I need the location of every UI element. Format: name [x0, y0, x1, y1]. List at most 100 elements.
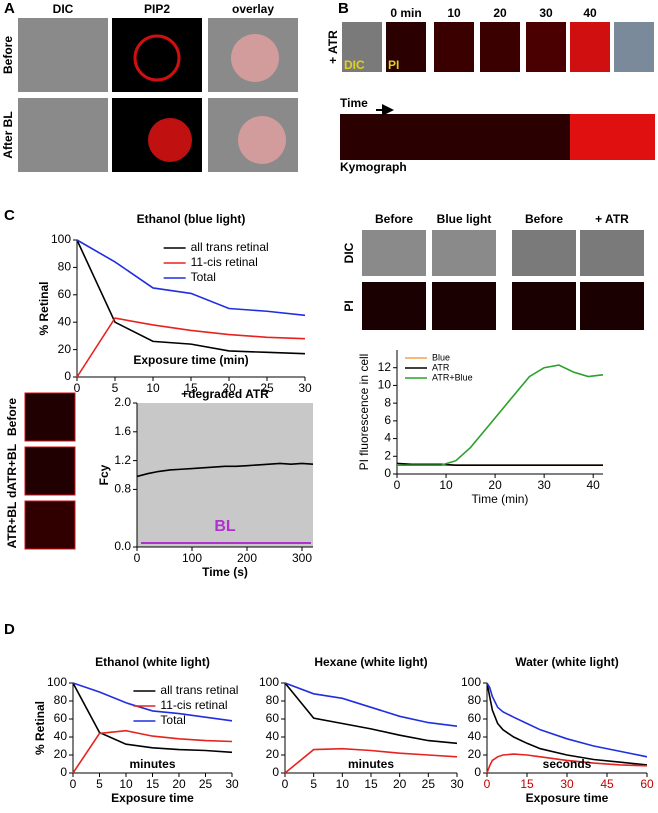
y-tick-label: 12 — [378, 360, 392, 374]
x-tick-label: 20 — [393, 777, 407, 791]
x-tick-label: 0 — [394, 478, 401, 492]
x-tick-label: 10 — [439, 478, 453, 492]
chart-title: Ethanol (white light) — [95, 655, 210, 669]
column-label: + ATR — [595, 212, 629, 226]
x-tick-label: 200 — [237, 551, 257, 565]
x-axis-label: Exposure time (min) — [133, 353, 248, 367]
time-label: 20 — [493, 6, 507, 20]
y-tick-label: 40 — [58, 314, 72, 328]
y-tick-label: 40 — [266, 729, 280, 743]
x-tick-label: 0 — [74, 381, 81, 395]
image — [580, 282, 644, 330]
x-axis-label: Time (min) — [472, 492, 529, 506]
y-tick-label: 8 — [384, 395, 391, 409]
line — [284, 747, 458, 774]
line — [136, 462, 314, 478]
y-tick-label: 0 — [272, 765, 279, 779]
image-label: PI — [388, 58, 399, 72]
legend-label: Total — [191, 270, 216, 284]
axis-label: Kymograph — [340, 160, 407, 174]
y-tick-label: 2.0 — [114, 395, 131, 409]
column-label: Before — [525, 212, 563, 226]
image — [24, 392, 76, 442]
x-tick-label: 15 — [364, 777, 378, 791]
y-tick-label: 2 — [384, 448, 391, 462]
row-label: ATR+BL — [5, 502, 19, 549]
x-tick-label: 20 — [172, 777, 186, 791]
line — [72, 729, 233, 774]
row-label: DIC — [342, 242, 356, 263]
y-tick-label: 40 — [54, 729, 68, 743]
y-tick-label: 6 — [384, 413, 391, 427]
y-tick-label: 0 — [384, 466, 391, 480]
row-label: PI — [342, 300, 356, 311]
y-axis-label: PI fluorescence in cell — [357, 354, 371, 471]
x-tick-label: 100 — [182, 551, 202, 565]
y-tick-label: 100 — [259, 675, 279, 689]
x-tick-label: 300 — [292, 551, 312, 565]
y-tick-label: 0 — [474, 765, 481, 779]
y-tick-label: 0 — [64, 369, 71, 383]
x-tick-label: 0 — [282, 777, 289, 791]
line — [397, 364, 604, 466]
legend-label: Total — [160, 713, 185, 727]
legend-label: all trans retinal — [191, 240, 269, 254]
x-tick-label: 5 — [112, 381, 119, 395]
axis-label: Time — [340, 96, 368, 110]
annotation: minutes — [348, 757, 394, 771]
x-tick-label: 20 — [488, 478, 502, 492]
y-tick-label: 0.0 — [114, 539, 131, 553]
column-label: DIC — [53, 2, 74, 16]
y-tick-label: 0.8 — [114, 482, 131, 496]
y-tick-label: 0 — [60, 765, 67, 779]
image — [24, 500, 76, 550]
y-tick-label: 80 — [266, 693, 280, 707]
image — [570, 22, 610, 72]
column-label: Blue light — [437, 212, 492, 226]
panel-label: D — [4, 621, 15, 638]
time-label: 40 — [583, 6, 597, 20]
annotation: BL — [214, 518, 236, 535]
image — [24, 446, 76, 496]
x-tick-label: 30 — [537, 478, 551, 492]
y-tick-label: 60 — [266, 711, 280, 725]
legend-label: all trans retinal — [160, 683, 238, 697]
image — [342, 22, 382, 72]
panel-label: C — [4, 207, 15, 224]
y-tick-label: 80 — [54, 693, 68, 707]
x-tick-label: 15 — [146, 777, 160, 791]
panel-label: B — [338, 0, 349, 17]
chart-title: +degraded ATR — [181, 387, 269, 401]
x-tick-label: 30 — [560, 777, 574, 791]
image — [432, 230, 496, 276]
image — [362, 230, 426, 276]
x-tick-label: 0 — [484, 777, 491, 791]
y-tick-label: 80 — [58, 260, 72, 274]
image-label: DIC — [344, 58, 365, 72]
image — [386, 22, 426, 72]
y-tick-label: 4 — [384, 431, 391, 445]
image — [480, 22, 520, 72]
row-label: Before — [1, 36, 15, 74]
image — [512, 282, 576, 330]
y-tick-label: 1.2 — [114, 453, 131, 467]
x-tick-label: 15 — [520, 777, 534, 791]
column-label: Before — [375, 212, 413, 226]
line — [396, 462, 603, 466]
image — [18, 98, 108, 172]
x-tick-label: 30 — [225, 777, 239, 791]
image — [614, 22, 654, 72]
y-tick-label: 20 — [266, 747, 280, 761]
x-axis-label: Time (s) — [202, 565, 248, 579]
line — [72, 682, 233, 722]
line — [486, 682, 648, 766]
x-tick-label: 30 — [298, 381, 312, 395]
chart-title: Hexane (white light) — [314, 655, 427, 669]
image — [580, 230, 644, 276]
time-label: 10 — [447, 6, 461, 20]
line — [486, 753, 648, 774]
line — [76, 239, 306, 317]
chart-title: Water (white light) — [515, 655, 619, 669]
